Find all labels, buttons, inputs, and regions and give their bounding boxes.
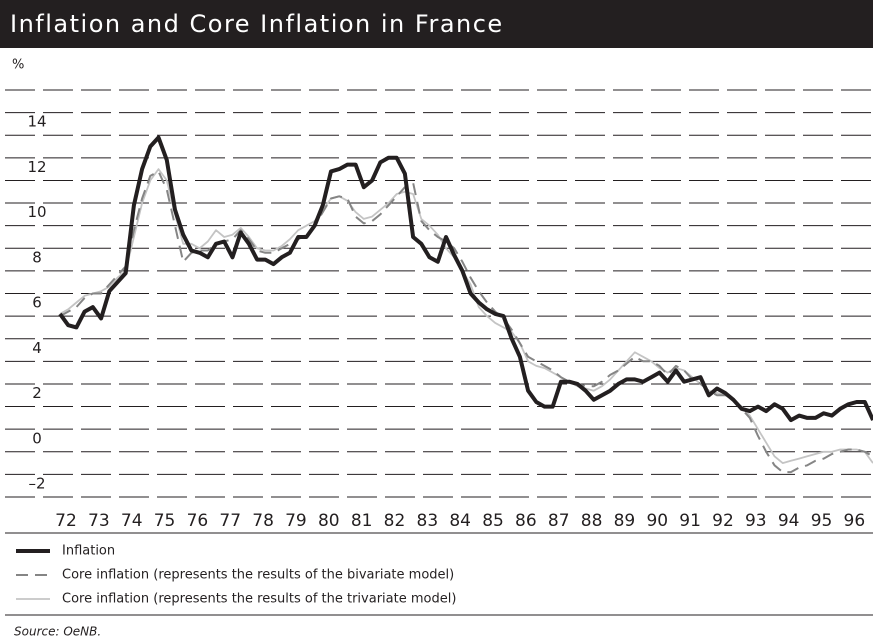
x-tick-label: 78 (252, 511, 274, 531)
x-tick-label: 77 (219, 511, 241, 531)
x-tick-label: 89 (614, 511, 636, 531)
x-tick-label: 79 (285, 511, 307, 531)
y-tick-label: –2 (28, 475, 45, 493)
y-tick-label: 8 (32, 248, 42, 266)
x-tick-label: 73 (88, 511, 110, 531)
x-tick-label: 96 (844, 511, 866, 531)
x-tick-label: 84 (449, 511, 471, 531)
series-line (59, 170, 873, 474)
series-line (58, 135, 873, 423)
legend-label: Core inflation (represents the results o… (62, 592, 456, 607)
x-tick-label: 83 (417, 511, 439, 531)
x-tick-label: 76 (187, 511, 209, 531)
y-tick-label: 14 (27, 113, 46, 131)
x-tick-label: 85 (482, 511, 504, 531)
y-tick-label: 0 (32, 429, 42, 447)
x-tick-label: 82 (384, 511, 406, 531)
title-bar (0, 0, 873, 48)
x-tick-label: 87 (548, 511, 570, 531)
legend-label: Inflation (62, 544, 115, 559)
x-tick-label: 72 (55, 511, 77, 531)
x-tick-label: 91 (679, 511, 701, 531)
x-tick-label: 74 (121, 511, 143, 531)
y-tick-label: 10 (27, 203, 46, 221)
chart-title: Inflation and Core Inflation in France (10, 10, 504, 38)
x-tick-label: 80 (318, 511, 340, 531)
y-tick-label: 6 (32, 294, 42, 312)
y-axis-label: % (12, 58, 24, 73)
x-tick-label: 81 (351, 511, 373, 531)
x-tick-label: 88 (581, 511, 603, 531)
x-tick-label: 92 (712, 511, 734, 531)
legend-label: Core inflation (represents the results o… (62, 568, 454, 583)
x-tick-label: 86 (515, 511, 537, 531)
y-tick-label: 12 (27, 158, 46, 176)
x-tick-label: 75 (154, 511, 176, 531)
y-tick-label: 4 (32, 339, 42, 357)
x-tick-label: 90 (646, 511, 668, 531)
x-tick-label: 95 (811, 511, 833, 531)
x-tick-label: 93 (745, 511, 767, 531)
source: Source: OeNB. (14, 625, 101, 639)
y-tick-label: 2 (32, 384, 42, 402)
x-tick-label: 94 (778, 511, 800, 531)
